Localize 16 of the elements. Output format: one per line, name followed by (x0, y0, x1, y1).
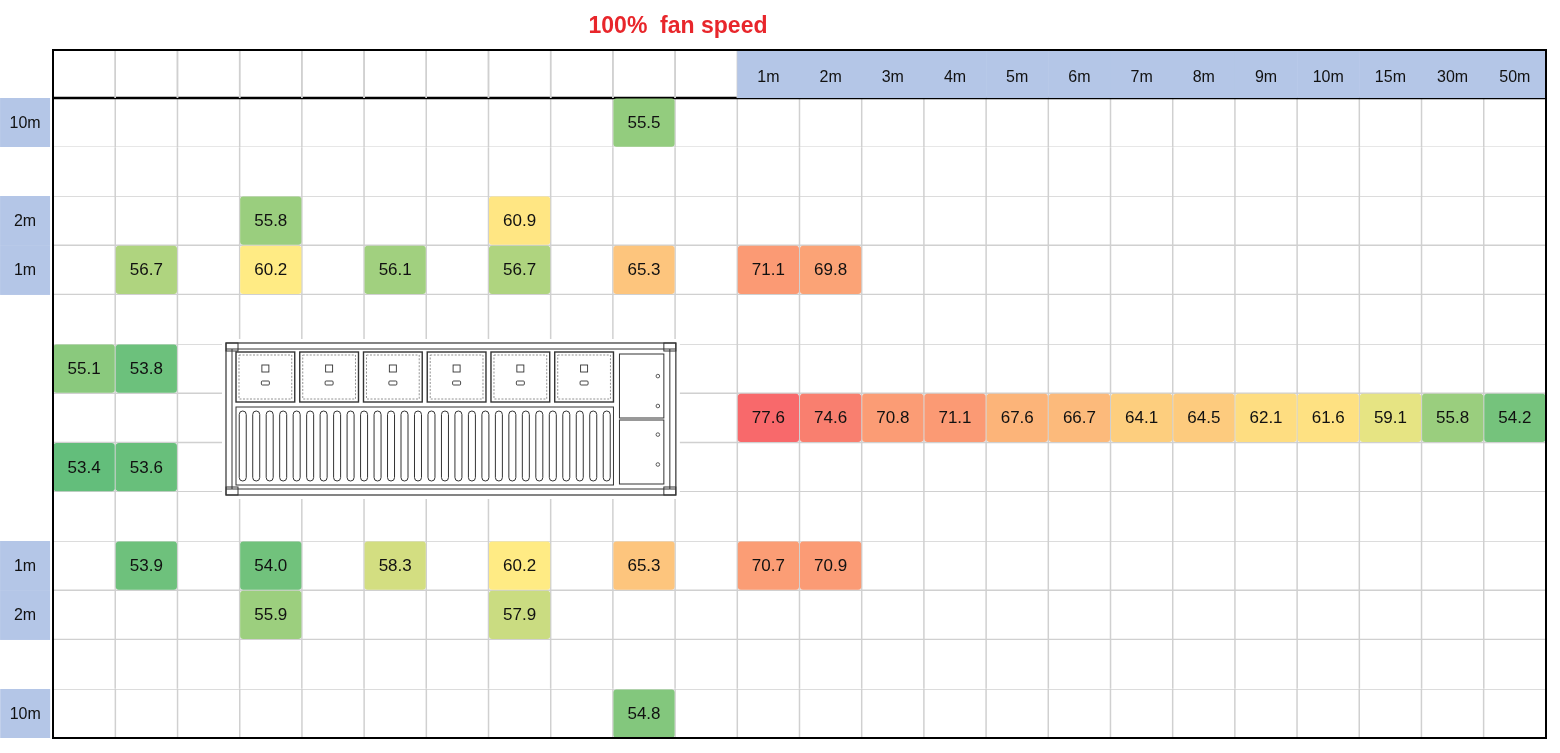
data-label: 64.1 (1125, 408, 1159, 428)
data-label: 61.6 (1311, 408, 1345, 428)
data-label: 67.6 (1000, 408, 1034, 428)
data-label: 64.5 (1187, 408, 1221, 428)
data-label: 59.1 (1373, 408, 1407, 428)
data-label: 60.9 (503, 211, 537, 231)
y-tick-label: 10m (9, 704, 41, 722)
data-label: 70.8 (876, 408, 910, 428)
data-label: 54.2 (1498, 408, 1532, 428)
data-label: 62.1 (1249, 408, 1283, 428)
data-label: 55.8 (1436, 408, 1470, 428)
data-label: 54.8 (627, 703, 661, 723)
data-label: 66.7 (1062, 408, 1096, 428)
data-label: 55.8 (254, 211, 288, 231)
data-label: 71.1 (938, 408, 972, 428)
y-tick-label: 2m (13, 212, 37, 230)
